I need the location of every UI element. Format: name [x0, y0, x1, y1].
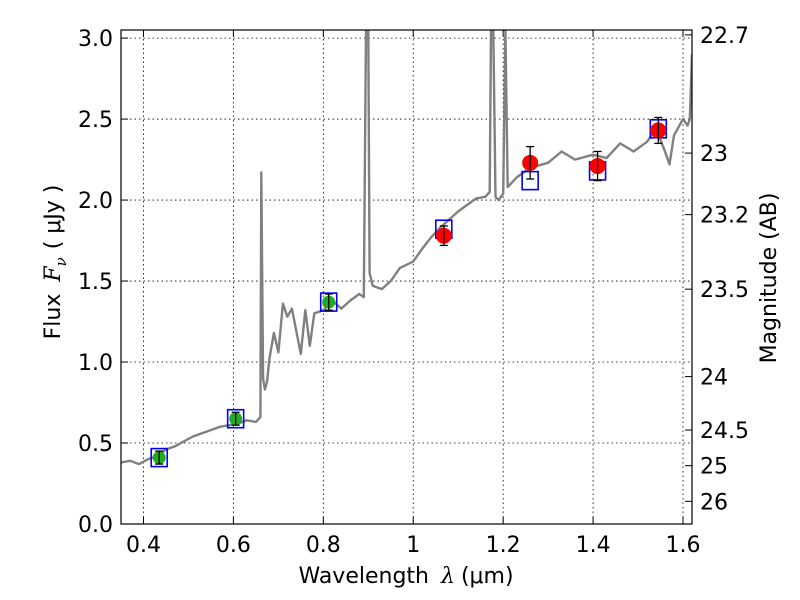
plot-frame [120, 29, 693, 525]
x-tick-label: 0.8 [306, 533, 341, 558]
y-tick-label: 0.0 [78, 513, 113, 538]
spectrum-line [121, 30, 692, 466]
y2-tick-label: 24.5 [700, 419, 749, 444]
y-tick-label: 1.5 [78, 270, 113, 295]
x-axis-label: Wavelength λ (μm) [298, 564, 513, 589]
y2-tick-label: 23 [700, 142, 728, 167]
model-photometry-square [319, 292, 338, 312]
x-tick-label: 1 [406, 533, 420, 558]
y2-tick-label: 22.7 [700, 24, 749, 49]
x-axis-label-symbol: λ [440, 564, 455, 589]
y-axis-label: Flux Fν ( μJy ) [41, 185, 70, 340]
y-tick-label: 2.0 [78, 189, 113, 214]
y-axis-label-text: Flux [41, 294, 66, 340]
x-tick-label: 1.4 [576, 533, 611, 558]
x-tick-label: 0.4 [126, 533, 161, 558]
y-tick-label: 0.5 [78, 432, 113, 457]
y-axis-label-symbol: F [41, 266, 66, 283]
model-photometry-square [150, 447, 169, 468]
x-axis-label-unit: (μm) [461, 564, 514, 589]
x-tick-label: 1.2 [486, 533, 521, 558]
y2-axis-label: Magnitude (AB) [757, 193, 782, 364]
y-axis-label-unit: ( μJy ) [41, 185, 66, 250]
grid-lines [121, 30, 692, 525]
y-tick-label: 1.0 [78, 351, 113, 376]
y2-tick-label: 23.2 [700, 204, 749, 229]
y-tick-label: 3.0 [78, 27, 113, 52]
x-tick-label: 0.6 [216, 533, 251, 558]
y2-tick-label: 24 [700, 366, 728, 391]
y-tick-label: 2.5 [78, 108, 113, 133]
y2-tick-label: 26 [700, 490, 728, 515]
y-axis-label-subscript: ν [52, 257, 70, 266]
y2-tick-label: 23.5 [700, 278, 749, 303]
data-series [121, 30, 692, 468]
model-photometry-square [226, 408, 245, 429]
axis-ticks: 0.4 0.6 0.8 1 1.2 1.4 1.6 0.0 0.5 1.0 1.5 2.0 2.5 3.0… [78, 24, 749, 558]
x-axis-label-text: Wavelength [298, 564, 429, 589]
y2-tick-label: 25 [700, 455, 728, 480]
x-tick-label: 1.6 [666, 533, 701, 558]
